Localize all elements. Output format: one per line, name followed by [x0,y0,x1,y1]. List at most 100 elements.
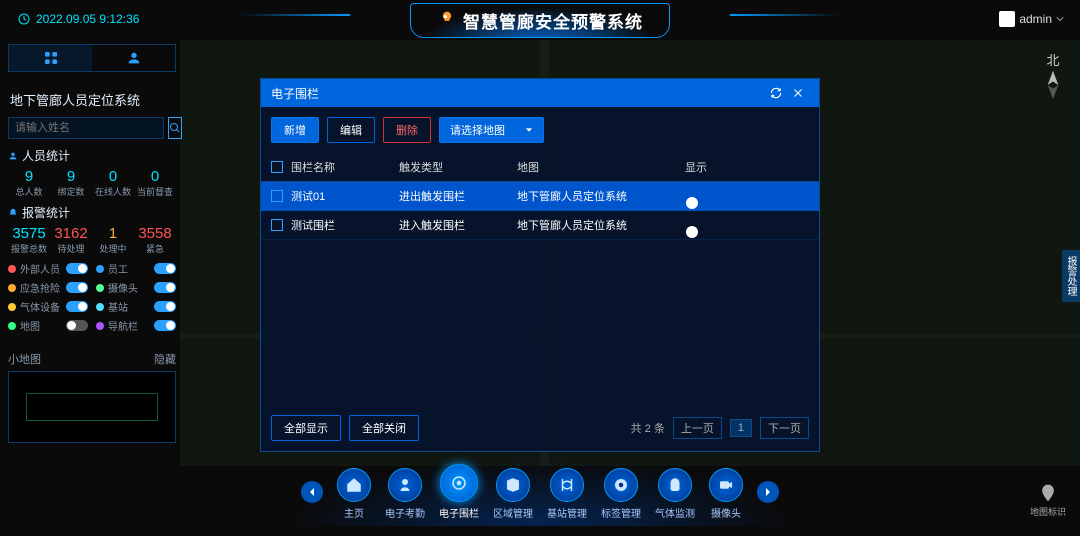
switch[interactable] [66,301,88,312]
compass: 北 [1044,50,1062,104]
mode-tabs [8,44,176,72]
nav-fence[interactable]: 电子围栏 [439,464,479,520]
color-dot-icon [8,284,16,292]
nav-camera[interactable]: 摄像头 [709,468,743,520]
fence-icon [450,474,468,492]
alarm-process-button[interactable]: 报警处理 [1062,250,1080,302]
refresh-icon [769,86,783,100]
nav-gas[interactable]: 气体监测 [655,468,695,520]
edit-button[interactable]: 编辑 [327,117,375,143]
alarm-stat-icon [8,208,18,218]
nav-area[interactable]: 区域管理 [493,468,533,520]
pager: 共 2 条 上一页 1 下一页 [631,417,809,439]
switch[interactable] [154,320,176,331]
show-all-button[interactable]: 全部显示 [271,415,341,441]
home-icon [345,476,363,494]
pager-next[interactable]: 下一页 [760,417,809,439]
gas-icon [666,476,684,494]
clock-icon [18,13,30,25]
layer-toggle[interactable]: 基站 [96,299,176,314]
stat-cell: 3162待处理 [50,225,92,255]
person-stats-head: 人员统计 [8,147,176,164]
search-input[interactable] [8,117,164,139]
row-checkbox[interactable] [271,219,283,231]
close-icon [792,87,804,99]
layer-toggle[interactable]: 地图 [8,318,88,333]
chevron-down-icon [1056,15,1064,23]
nav-next[interactable] [757,481,779,503]
switch[interactable] [154,301,176,312]
col-show: 显示 [685,159,809,175]
attendance-icon [396,476,414,494]
app-title: 智慧管廊安全预警系统 [463,8,643,33]
layer-toggle[interactable]: 气体设备 [8,299,88,314]
stat-cell: 9总人数 [8,168,50,198]
color-dot-icon [8,265,16,273]
fence-table: 围栏名称 触发类型 地图 显示 测试01 进出触发围栏 地下管廊人员定位系统 测… [261,153,819,405]
layer-toggle[interactable]: 摄像头 [96,280,176,295]
nav-station[interactable]: 基站管理 [547,468,587,520]
layer-toggle[interactable]: 导航栏 [96,318,176,333]
search-icon [169,122,181,134]
minimap-hide-button[interactable]: 隐藏 [154,351,176,367]
station-icon [558,476,576,494]
close-button[interactable] [787,82,809,104]
compass-north-label: 北 [1044,50,1062,69]
layer-toggle[interactable]: 应急抢险 [8,280,88,295]
modal-header: 电子围栏 [261,79,819,107]
chevron-right-icon [763,487,773,497]
pager-total: 共 2 条 [631,420,665,436]
switch[interactable] [66,263,88,274]
nav-tag[interactable]: 标签管理 [601,468,641,520]
map-marker-icon [1038,483,1058,503]
modal-title: 电子围栏 [271,85,319,102]
map-legend-label: 地图标识 [1030,505,1066,518]
switch[interactable] [66,320,88,331]
pager-current: 1 [730,419,752,437]
nav-prev[interactable] [301,481,323,503]
table-row[interactable]: 测试围栏 进入触发围栏 地下管廊人员定位系统 [261,211,819,240]
alarm-stats-head: 报警统计 [8,204,176,221]
close-all-button[interactable]: 全部关闭 [349,415,419,441]
mode-tab-person[interactable] [92,45,175,71]
map-select-label: 请选择地图 [450,122,505,138]
user-menu[interactable]: admin [999,11,1064,27]
layer-toggle[interactable]: 员工 [96,261,176,276]
delete-button[interactable]: 删除 [383,117,431,143]
table-header: 围栏名称 触发类型 地图 显示 [261,153,819,182]
avatar-icon [999,11,1015,27]
tag-icon [612,476,630,494]
minimap[interactable] [8,371,176,443]
title-wrap: 智慧管廊安全预警系统 [330,0,750,40]
refresh-button[interactable] [765,82,787,104]
select-all-checkbox[interactable] [271,161,283,173]
nav-attendance[interactable]: 电子考勤 [385,468,425,520]
stat-cell: 1处理中 [92,225,134,255]
col-type: 触发类型 [399,159,509,175]
modal-footer: 全部显示 全部关闭 共 2 条 上一页 1 下一页 [261,405,819,451]
switch[interactable] [154,263,176,274]
mode-tab-grid[interactable] [9,45,92,71]
stat-cell: 0在线人数 [92,168,134,198]
stat-cell: 0当前督查 [134,168,176,198]
color-dot-icon [96,284,104,292]
switch[interactable] [154,282,176,293]
search-button[interactable] [168,117,182,139]
switch[interactable] [66,282,88,293]
table-row[interactable]: 测试01 进出触发围栏 地下管廊人员定位系统 [261,182,819,211]
map-legend-button[interactable]: 地图标识 [1030,483,1066,518]
nav-home[interactable]: 主页 [337,468,371,520]
stat-cell: 9绑定数 [50,168,92,198]
color-dot-icon [96,265,104,273]
camera-icon [717,476,735,494]
logo-icon [437,10,457,30]
map-select[interactable]: 请选择地图 [439,117,544,143]
row-checkbox[interactable] [271,190,283,202]
chevron-left-icon [307,487,317,497]
add-button[interactable]: 新增 [271,117,319,143]
pager-prev[interactable]: 上一页 [673,417,722,439]
timestamp-text: 2022.09.05 9:12:36 [36,12,139,26]
layer-toggle[interactable]: 外部人员 [8,261,88,276]
minimap-title: 小地图 [8,351,41,367]
username: admin [1019,12,1052,26]
